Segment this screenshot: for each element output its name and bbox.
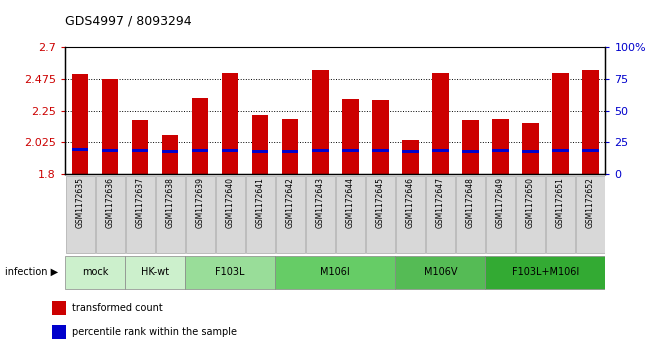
Bar: [342, 99, 359, 174]
Bar: [282, 119, 299, 174]
Bar: [222, 149, 238, 152]
Bar: [402, 140, 419, 174]
Bar: [312, 70, 329, 174]
Bar: [222, 73, 238, 174]
Bar: [102, 148, 118, 152]
Text: mock: mock: [82, 267, 108, 277]
Bar: [372, 100, 389, 174]
FancyBboxPatch shape: [65, 256, 125, 289]
Text: HK-wt: HK-wt: [141, 267, 169, 277]
Bar: [522, 150, 538, 152]
Text: GDS4997 / 8093294: GDS4997 / 8093294: [65, 15, 192, 28]
FancyBboxPatch shape: [126, 176, 154, 253]
Bar: [492, 119, 508, 174]
Text: GSM1172635: GSM1172635: [76, 178, 85, 228]
Bar: [252, 115, 268, 174]
Bar: [282, 150, 299, 152]
Bar: [552, 73, 569, 174]
Bar: [492, 149, 508, 152]
Text: F103L+M106I: F103L+M106I: [512, 267, 579, 277]
Bar: [462, 120, 478, 174]
Bar: [372, 149, 389, 152]
FancyBboxPatch shape: [215, 176, 245, 253]
Text: GSM1172638: GSM1172638: [165, 178, 174, 228]
Bar: [162, 135, 178, 174]
FancyBboxPatch shape: [275, 256, 395, 289]
Bar: [192, 98, 208, 174]
Text: GSM1172650: GSM1172650: [526, 178, 535, 228]
FancyBboxPatch shape: [576, 176, 605, 253]
FancyBboxPatch shape: [366, 176, 395, 253]
FancyBboxPatch shape: [426, 176, 455, 253]
Bar: [432, 73, 449, 174]
FancyBboxPatch shape: [185, 256, 275, 289]
Text: GSM1172647: GSM1172647: [436, 178, 445, 228]
Text: GSM1172651: GSM1172651: [556, 178, 565, 228]
Bar: [52, 325, 66, 339]
Text: GSM1172637: GSM1172637: [135, 178, 145, 228]
Text: GSM1172644: GSM1172644: [346, 178, 355, 228]
Bar: [312, 149, 329, 152]
Bar: [72, 74, 89, 174]
FancyBboxPatch shape: [396, 176, 424, 253]
Text: GSM1172636: GSM1172636: [105, 178, 115, 228]
Text: F103L: F103L: [215, 267, 245, 277]
FancyBboxPatch shape: [546, 176, 575, 253]
Text: GSM1172652: GSM1172652: [586, 178, 595, 228]
Text: transformed count: transformed count: [72, 303, 162, 313]
Bar: [462, 150, 478, 152]
FancyBboxPatch shape: [516, 176, 545, 253]
Bar: [102, 79, 118, 174]
Text: GSM1172640: GSM1172640: [226, 178, 235, 228]
Bar: [162, 150, 178, 153]
Bar: [582, 70, 599, 174]
FancyBboxPatch shape: [456, 176, 485, 253]
Bar: [582, 149, 599, 152]
FancyBboxPatch shape: [486, 256, 605, 289]
FancyBboxPatch shape: [486, 176, 515, 253]
Bar: [192, 149, 208, 152]
FancyBboxPatch shape: [306, 176, 335, 253]
Text: M106I: M106I: [320, 267, 350, 277]
Bar: [52, 301, 66, 315]
Bar: [522, 123, 538, 174]
Text: GSM1172649: GSM1172649: [496, 178, 505, 228]
Bar: [252, 150, 268, 152]
FancyBboxPatch shape: [156, 176, 185, 253]
Bar: [552, 149, 569, 152]
FancyBboxPatch shape: [96, 176, 124, 253]
FancyBboxPatch shape: [66, 176, 94, 253]
FancyBboxPatch shape: [246, 176, 275, 253]
Bar: [342, 149, 359, 152]
Text: GSM1172641: GSM1172641: [256, 178, 265, 228]
Text: GSM1172642: GSM1172642: [286, 178, 295, 228]
FancyBboxPatch shape: [186, 176, 215, 253]
Text: GSM1172639: GSM1172639: [196, 178, 204, 228]
Bar: [132, 149, 148, 152]
Bar: [432, 149, 449, 152]
Bar: [402, 150, 419, 153]
Bar: [132, 120, 148, 174]
Text: percentile rank within the sample: percentile rank within the sample: [72, 327, 236, 337]
Text: infection ▶: infection ▶: [5, 267, 59, 277]
Text: GSM1172643: GSM1172643: [316, 178, 325, 228]
Text: GSM1172645: GSM1172645: [376, 178, 385, 228]
Text: GSM1172648: GSM1172648: [466, 178, 475, 228]
Text: GSM1172646: GSM1172646: [406, 178, 415, 228]
FancyBboxPatch shape: [276, 176, 305, 253]
Text: M106V: M106V: [424, 267, 457, 277]
FancyBboxPatch shape: [336, 176, 365, 253]
Bar: [72, 148, 89, 151]
FancyBboxPatch shape: [125, 256, 185, 289]
FancyBboxPatch shape: [395, 256, 486, 289]
